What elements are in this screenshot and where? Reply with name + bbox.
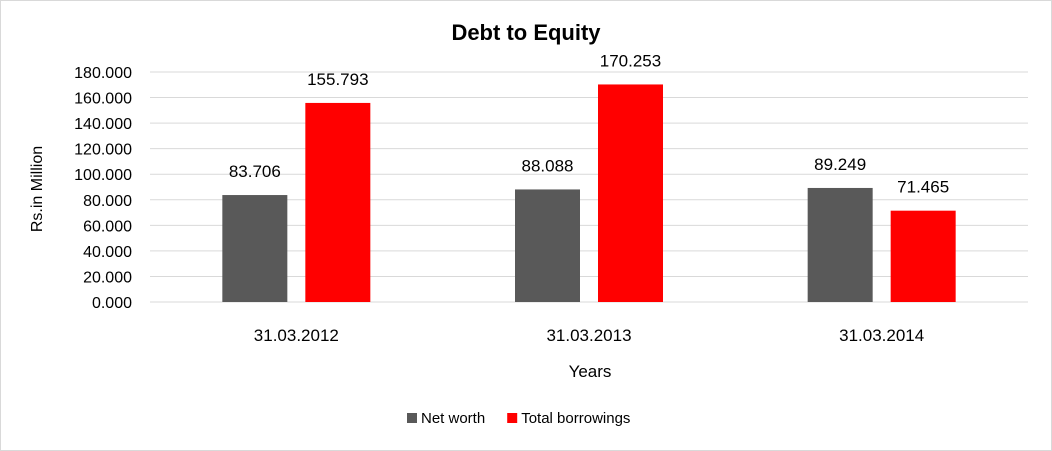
x-axis-label: Years bbox=[569, 362, 612, 381]
y-tick-label: 160.000 bbox=[74, 91, 132, 108]
legend-label: Net worth bbox=[421, 410, 485, 427]
y-tick-label: 120.000 bbox=[74, 142, 132, 159]
y-tick-label: 140.000 bbox=[74, 116, 132, 133]
y-tick-labels: 0.000 20.000 40.000 60.000 80.000 100.000 120.… bbox=[74, 65, 132, 312]
bar-net-worth-1 bbox=[515, 189, 580, 302]
y-tick-label: 180.000 bbox=[74, 65, 132, 82]
y-tick-label: 0.000 bbox=[92, 295, 132, 312]
bar-total-borrowings-2 bbox=[890, 210, 956, 302]
bar-data-label: 71.465 bbox=[897, 178, 949, 197]
y-tick-label: 100.000 bbox=[74, 167, 132, 184]
y-tick-label: 40.000 bbox=[83, 244, 132, 261]
bars bbox=[222, 84, 956, 302]
x-tick-labels: 31.03.2012 31.03.2013 31.03.2014 bbox=[254, 326, 924, 345]
bar-data-label: 83.706 bbox=[229, 162, 281, 181]
bar-total-borrowings-0 bbox=[305, 102, 371, 302]
bar-data-label: 170.253 bbox=[600, 51, 661, 70]
legend-swatch bbox=[507, 413, 518, 423]
legend: Net worth Total borrowings bbox=[407, 410, 630, 427]
legend-swatch bbox=[407, 413, 417, 423]
bar-data-labels: 83.706 155.793 88.088 170.253 89.249 71.465 bbox=[229, 51, 949, 196]
chart-title: Debt to Equity bbox=[451, 20, 601, 45]
bar-data-label: 88.088 bbox=[522, 156, 574, 175]
bar-data-label: 89.249 bbox=[814, 155, 866, 174]
y-tick-label: 20.000 bbox=[83, 269, 132, 286]
bar-data-label: 155.793 bbox=[307, 70, 368, 89]
x-tick-label: 31.03.2014 bbox=[839, 326, 924, 345]
legend-label: Total borrowings bbox=[521, 410, 630, 427]
x-tick-label: 31.03.2013 bbox=[546, 326, 631, 345]
y-tick-label: 80.000 bbox=[83, 193, 132, 210]
grid-lines bbox=[150, 71, 1028, 303]
x-tick-label: 31.03.2012 bbox=[254, 326, 339, 345]
y-tick-label: 60.000 bbox=[83, 218, 132, 235]
y-axis-label: Rs.in Million bbox=[29, 146, 46, 232]
bar-net-worth-0 bbox=[222, 195, 288, 302]
bar-total-borrowings-1 bbox=[598, 84, 663, 302]
bar-net-worth-2 bbox=[807, 187, 873, 302]
